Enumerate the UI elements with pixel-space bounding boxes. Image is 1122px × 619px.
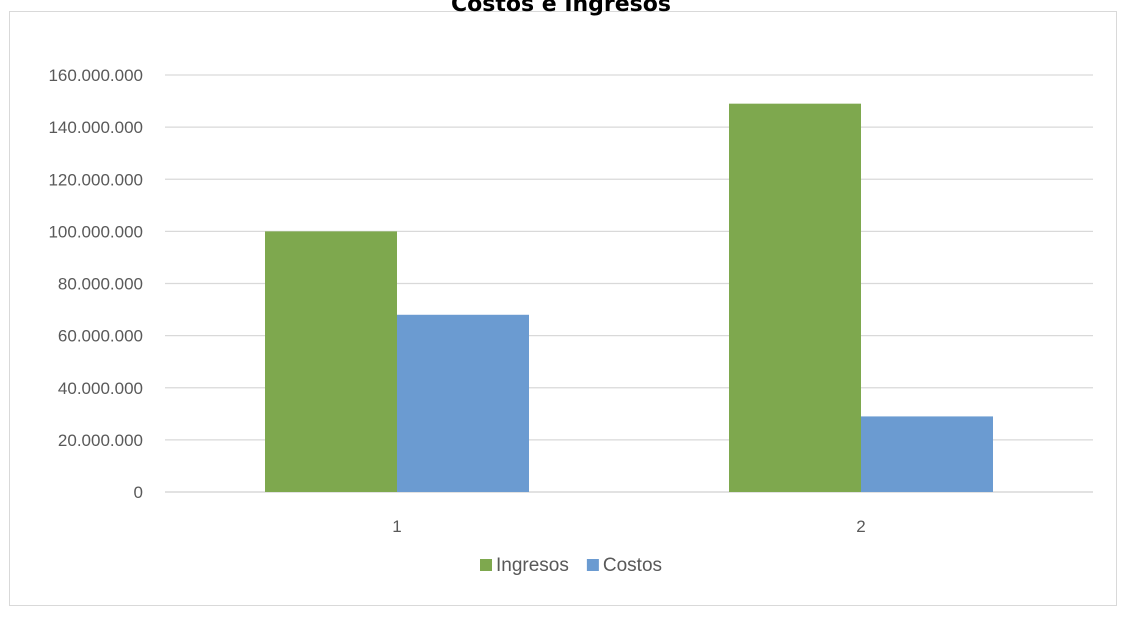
legend-swatch-ingresos — [480, 559, 492, 571]
chart-title: Costos e Ingresos — [451, 0, 671, 17]
y-tick-label: 40.000.000 — [58, 379, 143, 398]
y-tick-label: 0 — [134, 483, 143, 502]
legend-label-ingresos: Ingresos — [496, 555, 569, 576]
y-tick-label: 80.000.000 — [58, 275, 143, 294]
x-tick-label: 1 — [392, 517, 401, 536]
bar-ingresos-2 — [729, 103, 861, 492]
y-tick-label: 120.000.000 — [48, 170, 143, 189]
legend-label-costos: Costos — [603, 555, 662, 576]
y-tick-label: 140.000.000 — [48, 118, 143, 137]
bars — [265, 103, 993, 492]
legend-swatch-costos — [586, 559, 599, 571]
bar-costos-1 — [397, 314, 529, 492]
y-tick-label: 160.000.000 — [48, 66, 143, 85]
bar-ingresos-1 — [265, 231, 397, 492]
y-axis-ticks: 0 20.000.000 40.000.000 60.000.000 80.000.00… — [48, 66, 143, 502]
y-tick-label: 60.000.000 — [58, 327, 143, 346]
x-tick-label: 2 — [856, 517, 865, 536]
legend: Ingresos Costos — [480, 555, 662, 576]
bar-costos-2 — [861, 416, 993, 492]
y-tick-label: 100.000.000 — [48, 222, 143, 241]
chart-frame — [9, 11, 1117, 606]
y-tick-label: 20.000.000 — [58, 431, 143, 450]
